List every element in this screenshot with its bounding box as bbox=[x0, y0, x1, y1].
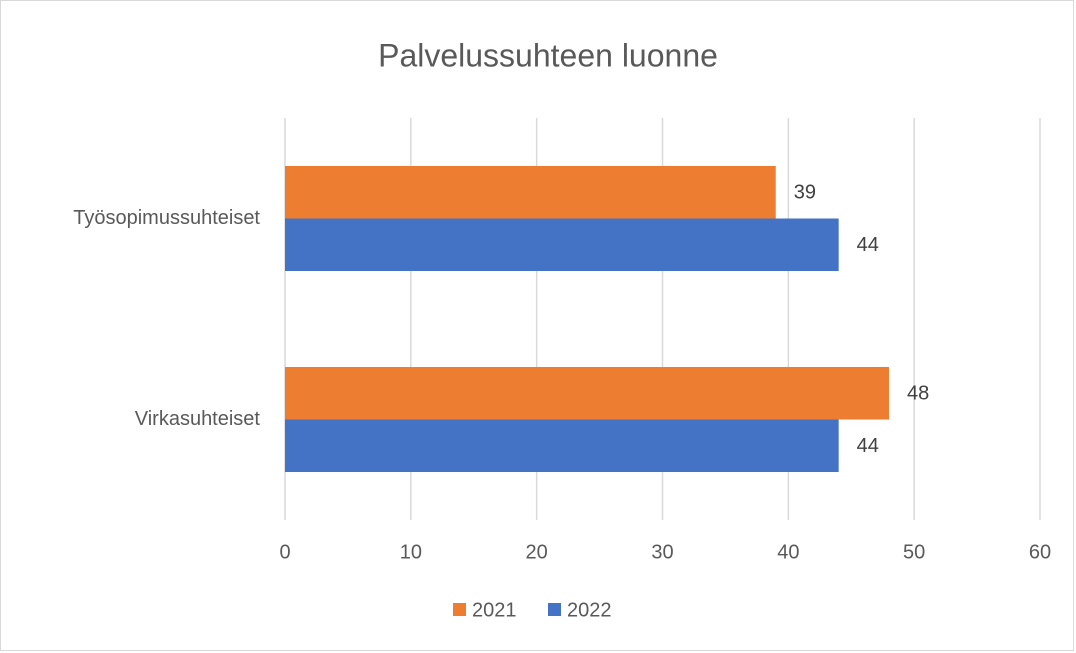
x-tick-label: 60 bbox=[1029, 541, 1051, 563]
legend-swatch bbox=[453, 603, 466, 616]
legend-label: 2021 bbox=[472, 599, 517, 621]
x-tick-label: 50 bbox=[903, 541, 925, 563]
x-tick-label: 20 bbox=[526, 541, 548, 563]
value-label: 44 bbox=[857, 435, 879, 457]
legend-swatch bbox=[548, 603, 561, 616]
bar bbox=[285, 218, 839, 271]
bar bbox=[285, 166, 776, 219]
x-tick-label: 10 bbox=[400, 541, 422, 563]
value-label: 44 bbox=[857, 234, 879, 256]
chart-title: Palvelussuhteen luonne bbox=[378, 37, 718, 73]
y-tick-label: Virkasuhteiset bbox=[135, 408, 261, 430]
bar bbox=[285, 419, 839, 472]
value-label: 39 bbox=[794, 182, 816, 204]
bar bbox=[285, 367, 889, 420]
x-tick-label: 0 bbox=[279, 541, 290, 563]
x-tick-label: 40 bbox=[777, 541, 799, 563]
x-tick-label: 30 bbox=[651, 541, 673, 563]
value-label: 48 bbox=[907, 383, 929, 405]
y-tick-label: Työsopimussuhteiset bbox=[73, 207, 260, 229]
legend-label: 2022 bbox=[567, 599, 612, 621]
